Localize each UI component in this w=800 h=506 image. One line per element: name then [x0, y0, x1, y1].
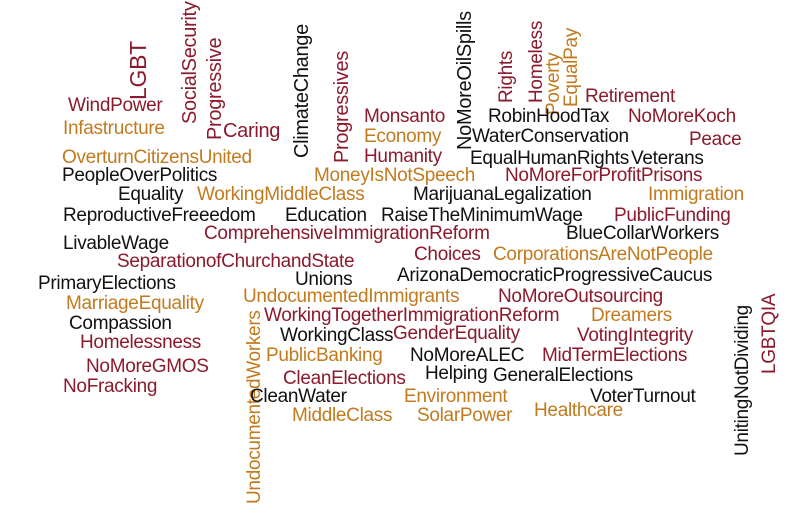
word-humanity: Humanity [364, 146, 442, 167]
word-publicbanking: PublicBanking [266, 345, 383, 366]
word-genderequality: GenderEquality [393, 323, 520, 344]
word-homelessness: Homelessness [80, 332, 202, 353]
word-undocumentedimmigrants: UndocumentedImmigrants [243, 286, 460, 307]
word-veterans: Veterans [631, 148, 704, 169]
word-voterturnout: VoterTurnout [590, 386, 696, 407]
word-comprehensiveimmigrationreform: ComprehensiveImmigrationReform [204, 223, 490, 244]
word-livablewage: LivableWage [63, 233, 169, 254]
word-publicfunding: PublicFunding [614, 205, 731, 226]
word-equalhumanrights: EqualHumanRights [470, 148, 629, 169]
word-education: Education [285, 205, 367, 226]
word-raisetheminimumwage: RaiseTheMinimumWage [381, 205, 583, 226]
word-nomoreoutsourcing: NoMoreOutsourcing [498, 286, 663, 307]
word-marriageequality: MarriageEquality [66, 293, 204, 314]
word-caring: Caring [223, 120, 281, 142]
word-reproductivefreeedom: ReproductiveFreeedom [63, 205, 256, 226]
word-undocumentedworkers: UndocumentedWorkers [244, 310, 265, 504]
word-peace: Peace [689, 129, 742, 150]
word-progressives: Progressives [331, 51, 353, 163]
word-compassion: Compassion [69, 313, 172, 334]
word-progressive: Progressive [204, 37, 226, 140]
word-peopleoverpolitics: PeopleOverPolitics [62, 165, 218, 186]
word-immigration: Immigration [648, 184, 744, 205]
word-unitingnotdividing: UnitingNotDividing [732, 305, 753, 456]
word-generalelections: GeneralElections [493, 365, 633, 386]
word-healthcare: Healthcare [534, 400, 623, 421]
word-robinhoodtax: RobinHoodTax [488, 106, 610, 127]
word-votingintegrity: VotingIntegrity [577, 325, 693, 346]
word-socialsecurity: SocialSecurity [179, 1, 201, 124]
word-overturncitizensunited: OverturnCitizensUnited [62, 147, 252, 168]
word-retirement: Retirement [585, 86, 675, 107]
word-nomorealec: NoMoreALEC [410, 345, 525, 366]
word-primaryelections: PrimaryElections [38, 273, 176, 294]
word-unions: Unions [295, 269, 353, 290]
word-cleanelections: CleanElections [283, 368, 406, 389]
word-lgbt: LGBT [125, 41, 151, 100]
word-moneyisnotspeech: MoneyIsNotSpeech [314, 165, 476, 186]
word-bluecollarworkers: BlueCollarWorkers [566, 223, 719, 244]
word-middleclass: MiddleClass [292, 405, 393, 426]
word-lgbtqia: LGBTQIA [759, 293, 780, 374]
word-waterconservation: WaterConservation [472, 126, 629, 147]
word-nomoregmos: NoMoreGMOS [86, 356, 209, 377]
word-workingtogetherimmigrationreform: WorkingTogetherImmigrationReform [264, 305, 560, 326]
word-windpower: WindPower [68, 95, 163, 116]
word-helping: Helping [425, 363, 488, 384]
word-solarpower: SolarPower [417, 405, 513, 426]
word-dreamers: Dreamers [591, 305, 673, 326]
word-corporationsarenotpeople: CorporationsAreNotPeople [493, 244, 713, 265]
word-environment: Environment [404, 386, 508, 407]
word-workingmiddleclass: WorkingMiddleClass [197, 184, 365, 205]
word-economy: Economy [364, 126, 442, 147]
word-separationofchurchandstate: SeparationofChurchandState [117, 251, 355, 272]
word-marijuanalegalization: MarijuanaLegalization [413, 184, 592, 205]
word-monsanto: Monsanto [364, 106, 446, 127]
word-midtermelections: MidTermElections [542, 345, 688, 366]
word-workingclass: WorkingClass [280, 325, 394, 346]
word-arizonademocraticprogressivecaucus: ArizonaDemocraticProgressiveCaucus [397, 265, 713, 286]
word-nomoreforprofitprisons: NoMoreForProfitPrisons [505, 165, 703, 186]
word-equality: Equality [118, 184, 184, 205]
word-choices: Choices [414, 244, 481, 265]
word-nomorekoch: NoMoreKoch [628, 106, 736, 127]
word-cleanwater: CleanWater [250, 386, 347, 407]
word-equalpay: EqualPay [561, 28, 582, 107]
word-rights: Rights [496, 50, 517, 103]
word-nofracking: NoFracking [63, 376, 158, 397]
word-climatechange: ClimateChange [291, 24, 313, 158]
word-infastructure: Infastructure [63, 118, 165, 139]
